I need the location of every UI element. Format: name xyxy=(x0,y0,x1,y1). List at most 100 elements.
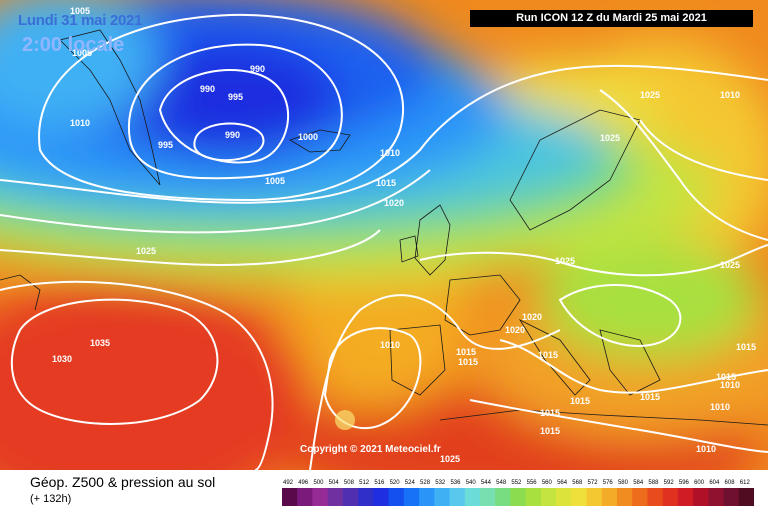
isobar-label: 1005 xyxy=(70,6,90,16)
legend-swatch xyxy=(616,488,633,506)
forecast-hour: (+ 132h) xyxy=(30,493,72,505)
legend-tick: 556 xyxy=(527,480,538,486)
legend-tick: 496 xyxy=(298,480,309,486)
isobar-label: 1010 xyxy=(720,380,740,390)
isobar-label: 1010 xyxy=(720,90,740,100)
legend-swatch xyxy=(419,488,435,506)
legend-tick: 536 xyxy=(450,480,461,486)
legend-tick: 596 xyxy=(679,480,690,486)
isobar-label: 990 xyxy=(200,84,215,94)
legend-tick: 512 xyxy=(359,480,370,486)
legend-swatch xyxy=(586,488,603,506)
legend-swatch xyxy=(693,488,709,506)
legend-tick: 576 xyxy=(603,480,614,486)
legend-swatch xyxy=(556,488,572,506)
legend-swatch xyxy=(662,488,679,506)
isobar-label: 1025 xyxy=(640,90,660,100)
isobar-label: 1025 xyxy=(720,260,740,270)
isobars xyxy=(0,13,768,470)
run-info-banner: Run ICON 12 Z du Mardi 25 mai 2021 xyxy=(470,10,753,27)
isobar-label: 1005 xyxy=(265,176,285,186)
legend-tick: 540 xyxy=(466,480,477,486)
legend-tick: 552 xyxy=(511,480,522,486)
legend-swatch xyxy=(434,488,450,506)
isobar-label: 1005 xyxy=(72,48,92,58)
legend-swatch xyxy=(464,488,481,506)
legend-tick: 500 xyxy=(313,480,324,486)
legend-swatch xyxy=(282,488,298,506)
legend-tick: 572 xyxy=(588,480,599,486)
legend-tick: 588 xyxy=(648,480,659,486)
isobar-label: 1015 xyxy=(376,178,396,188)
isobar-label: 990 xyxy=(225,130,240,140)
legend-swatch xyxy=(373,488,390,506)
legend-tick: 492 xyxy=(283,480,294,486)
legend-swatch xyxy=(510,488,527,506)
legend-swatch xyxy=(342,488,359,506)
isobar-label: 1020 xyxy=(522,312,542,322)
isobar-label: 990 xyxy=(250,64,265,74)
legend-tick: 524 xyxy=(405,480,416,486)
copyright-notice: Copyright © 2021 Meteociel.fr xyxy=(300,444,441,455)
legend-swatch xyxy=(647,488,664,506)
isobar-label: 1015 xyxy=(538,350,558,360)
legend-swatch xyxy=(738,488,754,506)
legend-tick: 592 xyxy=(664,480,675,486)
isobar-label: 1025 xyxy=(555,256,575,266)
legend-tick: 604 xyxy=(709,480,720,486)
isobar-label: 1010 xyxy=(380,148,400,158)
isobar-label: 1025 xyxy=(600,133,620,143)
legend-tick: 580 xyxy=(618,480,629,486)
legend-tick: 544 xyxy=(481,480,492,486)
legend-swatch xyxy=(723,488,740,506)
legend-swatches xyxy=(282,488,754,506)
legend-swatch xyxy=(495,488,511,506)
isobar-label: 1015 xyxy=(640,392,660,402)
isobar-label: 1030 xyxy=(52,354,72,364)
legend-tick: 532 xyxy=(435,480,446,486)
isobar-label: 1025 xyxy=(136,246,156,256)
legend-tick: 584 xyxy=(633,480,644,486)
isobar-label: 1015 xyxy=(540,426,560,436)
legend-tick: 508 xyxy=(344,480,355,486)
legend-tick: 504 xyxy=(329,480,340,486)
isobar-label: 1000 xyxy=(298,132,318,142)
legend-swatch xyxy=(312,488,329,506)
isobar-label: 1010 xyxy=(70,118,90,128)
legend-tick: 608 xyxy=(725,480,736,486)
legend-swatch xyxy=(677,488,694,506)
isobar-label: 1035 xyxy=(90,338,110,348)
coastlines xyxy=(0,29,768,426)
legend-swatch xyxy=(403,488,420,506)
legend-swatch xyxy=(601,488,618,506)
legend-swatch xyxy=(297,488,313,506)
valid-date: Lundi 31 mai 2021 xyxy=(18,12,143,29)
legend-tick: 564 xyxy=(557,480,568,486)
geopotential-field xyxy=(0,0,768,470)
isobar-label: 995 xyxy=(158,140,173,150)
isobar-label: 1025 xyxy=(440,454,460,464)
legend-tick: 600 xyxy=(694,480,705,486)
isobar-label: 1015 xyxy=(716,372,736,382)
legend-swatch xyxy=(388,488,405,506)
legend-swatch xyxy=(632,488,648,506)
legend-swatch xyxy=(479,488,496,506)
legend-tick: 520 xyxy=(390,480,401,486)
isobar-label: 1015 xyxy=(456,347,476,357)
legend-swatch xyxy=(525,488,542,506)
legend-tick: 528 xyxy=(420,480,431,486)
isobar-label: 1015 xyxy=(540,408,560,418)
valid-time: 2:00 locale xyxy=(22,34,125,56)
isobar-label: 995 xyxy=(228,92,243,102)
legend-swatch xyxy=(358,488,374,506)
legend-tick: 612 xyxy=(740,480,751,486)
legend-swatch xyxy=(540,488,557,506)
legend-tick: 516 xyxy=(374,480,385,486)
chart-title: Géop. Z500 & pression au sol xyxy=(30,474,216,490)
isobar-label: 1010 xyxy=(710,402,730,412)
isobar-label: 1015 xyxy=(736,342,756,352)
legend-swatch xyxy=(327,488,344,506)
isobar-label: 1010 xyxy=(380,340,400,350)
